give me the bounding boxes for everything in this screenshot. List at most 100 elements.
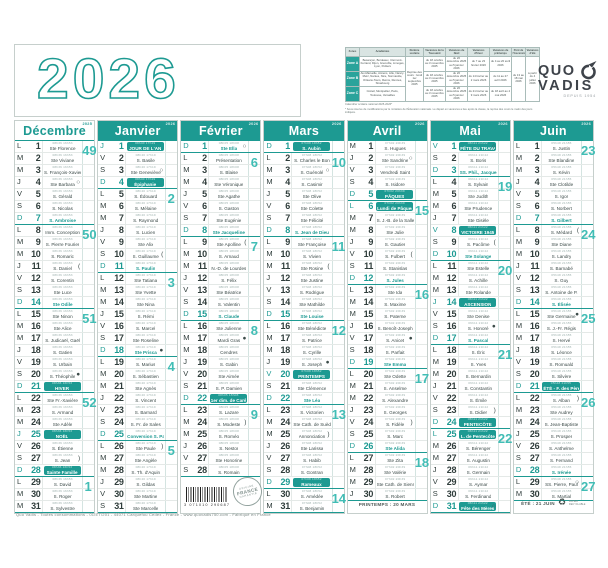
week-column-cell bbox=[165, 141, 177, 152]
month-header: Mars 2026 bbox=[264, 121, 344, 140]
day-row: M 18 07h08 18h52 S. Cyrille bbox=[264, 345, 344, 357]
week-column-cell bbox=[331, 333, 344, 344]
day-letter: V bbox=[183, 201, 189, 210]
week-column-cell bbox=[331, 489, 344, 500]
day-row: J 26 08h05 18h08 S. Nestor bbox=[181, 441, 261, 453]
week-column-cell bbox=[414, 369, 427, 380]
day-label: 06h11 21h22 S. Achille bbox=[457, 273, 498, 284]
day-letter: J bbox=[17, 429, 21, 438]
day-letter: L bbox=[17, 393, 22, 402]
saint-name: S. Vincent bbox=[135, 397, 157, 403]
day-row: L 11 06h11 21h22 Ste Estelle bbox=[430, 261, 510, 273]
day-number: 11 bbox=[447, 261, 457, 271]
day-row: D 26 07h02 20h39 Ste Alida bbox=[347, 441, 427, 453]
day-number: 2 bbox=[368, 153, 374, 163]
saint-name: S. Émile bbox=[469, 397, 487, 403]
day-label: 07h08 18h52 S. Jean de Dieu bbox=[291, 225, 331, 236]
day-row: L 30 07h08 18h52 S. Amédée bbox=[264, 489, 344, 501]
saint-name: S. Hervé bbox=[552, 337, 571, 343]
sun-times: 05h48 21h55 bbox=[551, 393, 572, 398]
sun-times: 07h08 18h52 bbox=[301, 249, 323, 254]
saint-name: Ste Bénédicte bbox=[297, 325, 327, 331]
day-row: J 2 07h02 20h39 Ste Sandrine ○ bbox=[347, 153, 427, 165]
moon-phase-icon: ( bbox=[161, 251, 164, 258]
sun-times: 07h08 18h52 bbox=[301, 489, 323, 494]
day-row: M 11 07h08 18h52 Ste Rosine( bbox=[264, 261, 344, 273]
day-label: 05h48 21h55 S. Gilbert bbox=[540, 213, 581, 224]
day-letter: S bbox=[100, 501, 106, 510]
week-number: 51 bbox=[82, 311, 97, 326]
sun-times: 07h08 18h52 bbox=[301, 165, 323, 170]
week-column-cell bbox=[248, 201, 260, 212]
sun-times: 05h48 21h55 bbox=[551, 333, 572, 338]
day-number: 15 bbox=[363, 309, 374, 319]
sun-times: 08h40 17h19 bbox=[135, 309, 156, 314]
day-letter: M bbox=[349, 465, 356, 474]
sun-times: 08h40 17h19 bbox=[135, 393, 156, 398]
saint-name: S. Paulin bbox=[136, 265, 156, 271]
day-label: 05h48 21h55 Ste Audrey bbox=[540, 405, 581, 416]
sun-times: 07h02 20h39 bbox=[385, 357, 406, 362]
day-letter: L bbox=[266, 153, 271, 162]
sun-times: 08h40 17h19 bbox=[135, 249, 156, 254]
day-label: 06h11 21h22 S. Bérenger bbox=[457, 441, 498, 452]
sun-times: 08h05 18h08 bbox=[218, 321, 239, 326]
day-letter: D bbox=[100, 177, 106, 186]
day-letter: V bbox=[17, 273, 23, 282]
sun-times: 05h48 21h55 bbox=[551, 153, 572, 158]
saint-name: S. Jean de Dieu bbox=[295, 229, 329, 235]
day-label: 08h40 17h19 S. Gildas bbox=[125, 477, 165, 488]
day-number: 17 bbox=[114, 333, 124, 343]
month-year-badge: 2026 bbox=[415, 122, 425, 126]
week-number: 50 bbox=[82, 227, 97, 242]
saint-name: Ste Angèle bbox=[134, 457, 157, 463]
saint-name: S. Guillaume bbox=[132, 253, 159, 259]
day-number: 31 bbox=[114, 501, 124, 511]
day-letter: L bbox=[266, 405, 271, 414]
saint-name: Ste Véronique bbox=[214, 181, 244, 187]
day-letter: S bbox=[17, 453, 23, 462]
day-letter: D bbox=[515, 465, 522, 474]
saint-name: Ste Marcelle bbox=[132, 505, 159, 511]
recycle-icon: ♻ bbox=[557, 498, 566, 508]
sun-times: 08h05 18h08 bbox=[218, 357, 239, 362]
day-label: 06h11 21h22 S. Didier bbox=[457, 405, 498, 416]
saint-name: Ste Cath. de Sienne bbox=[376, 481, 414, 487]
day-label: 08h05 18h08 Ste Véronique bbox=[208, 177, 248, 188]
day-number: 18 bbox=[529, 345, 540, 355]
day-number: 13 bbox=[363, 285, 374, 295]
day-number: 12 bbox=[363, 273, 374, 283]
saint-name: Ste Luce bbox=[53, 289, 72, 295]
saint-name: S. J.-Fr. Régis bbox=[546, 325, 576, 331]
day-label: 08h05 18h08 S. Romain bbox=[208, 465, 248, 476]
day-number: 17 bbox=[197, 333, 207, 343]
week-column-cell bbox=[497, 429, 510, 440]
sun-times: 05h48 21h55 bbox=[551, 261, 572, 266]
day-number: 8 bbox=[202, 225, 207, 235]
week-column-cell bbox=[165, 501, 177, 512]
day-number: 8 bbox=[285, 225, 290, 235]
day-label: 08h40 17h19 S. Rémi bbox=[125, 309, 165, 320]
day-letter: L bbox=[432, 429, 437, 438]
day-label: 07h02 20h39 Ste Sandrine bbox=[374, 153, 415, 164]
sun-times: 07h08 18h52 bbox=[301, 142, 322, 146]
day-row: J 5 07h08 18h52 Ste Olive bbox=[264, 189, 344, 201]
month-header: Avril 2026 bbox=[347, 121, 427, 140]
day-letter: L bbox=[17, 477, 22, 486]
day-number: 9 bbox=[534, 237, 540, 247]
day-row: M 22 07h02 20h39 S. Alexandre bbox=[347, 393, 427, 405]
saint-name: S. Charles le Bon bbox=[294, 157, 330, 163]
week-column-cell bbox=[165, 441, 177, 452]
week-column-cell bbox=[581, 273, 593, 284]
day-letter: D bbox=[432, 249, 439, 258]
moon-phase-icon: ) bbox=[327, 431, 330, 438]
day-row: L 2 08h05 18h08 Présentation bbox=[181, 153, 261, 165]
day-label: 05h48 21h55 SS. Pierre, Paul bbox=[540, 477, 581, 488]
day-number: 25 bbox=[114, 429, 124, 439]
day-label: 08h05 18h08 Ste Honorine bbox=[208, 453, 248, 464]
week-column-cell bbox=[248, 453, 260, 464]
saint-name: S. Médard bbox=[550, 229, 573, 235]
day-label: 08h36 16h53 S. Ambroise bbox=[42, 213, 82, 224]
day-row: D 22 07h08 18h52 Ste Léa bbox=[264, 393, 344, 405]
